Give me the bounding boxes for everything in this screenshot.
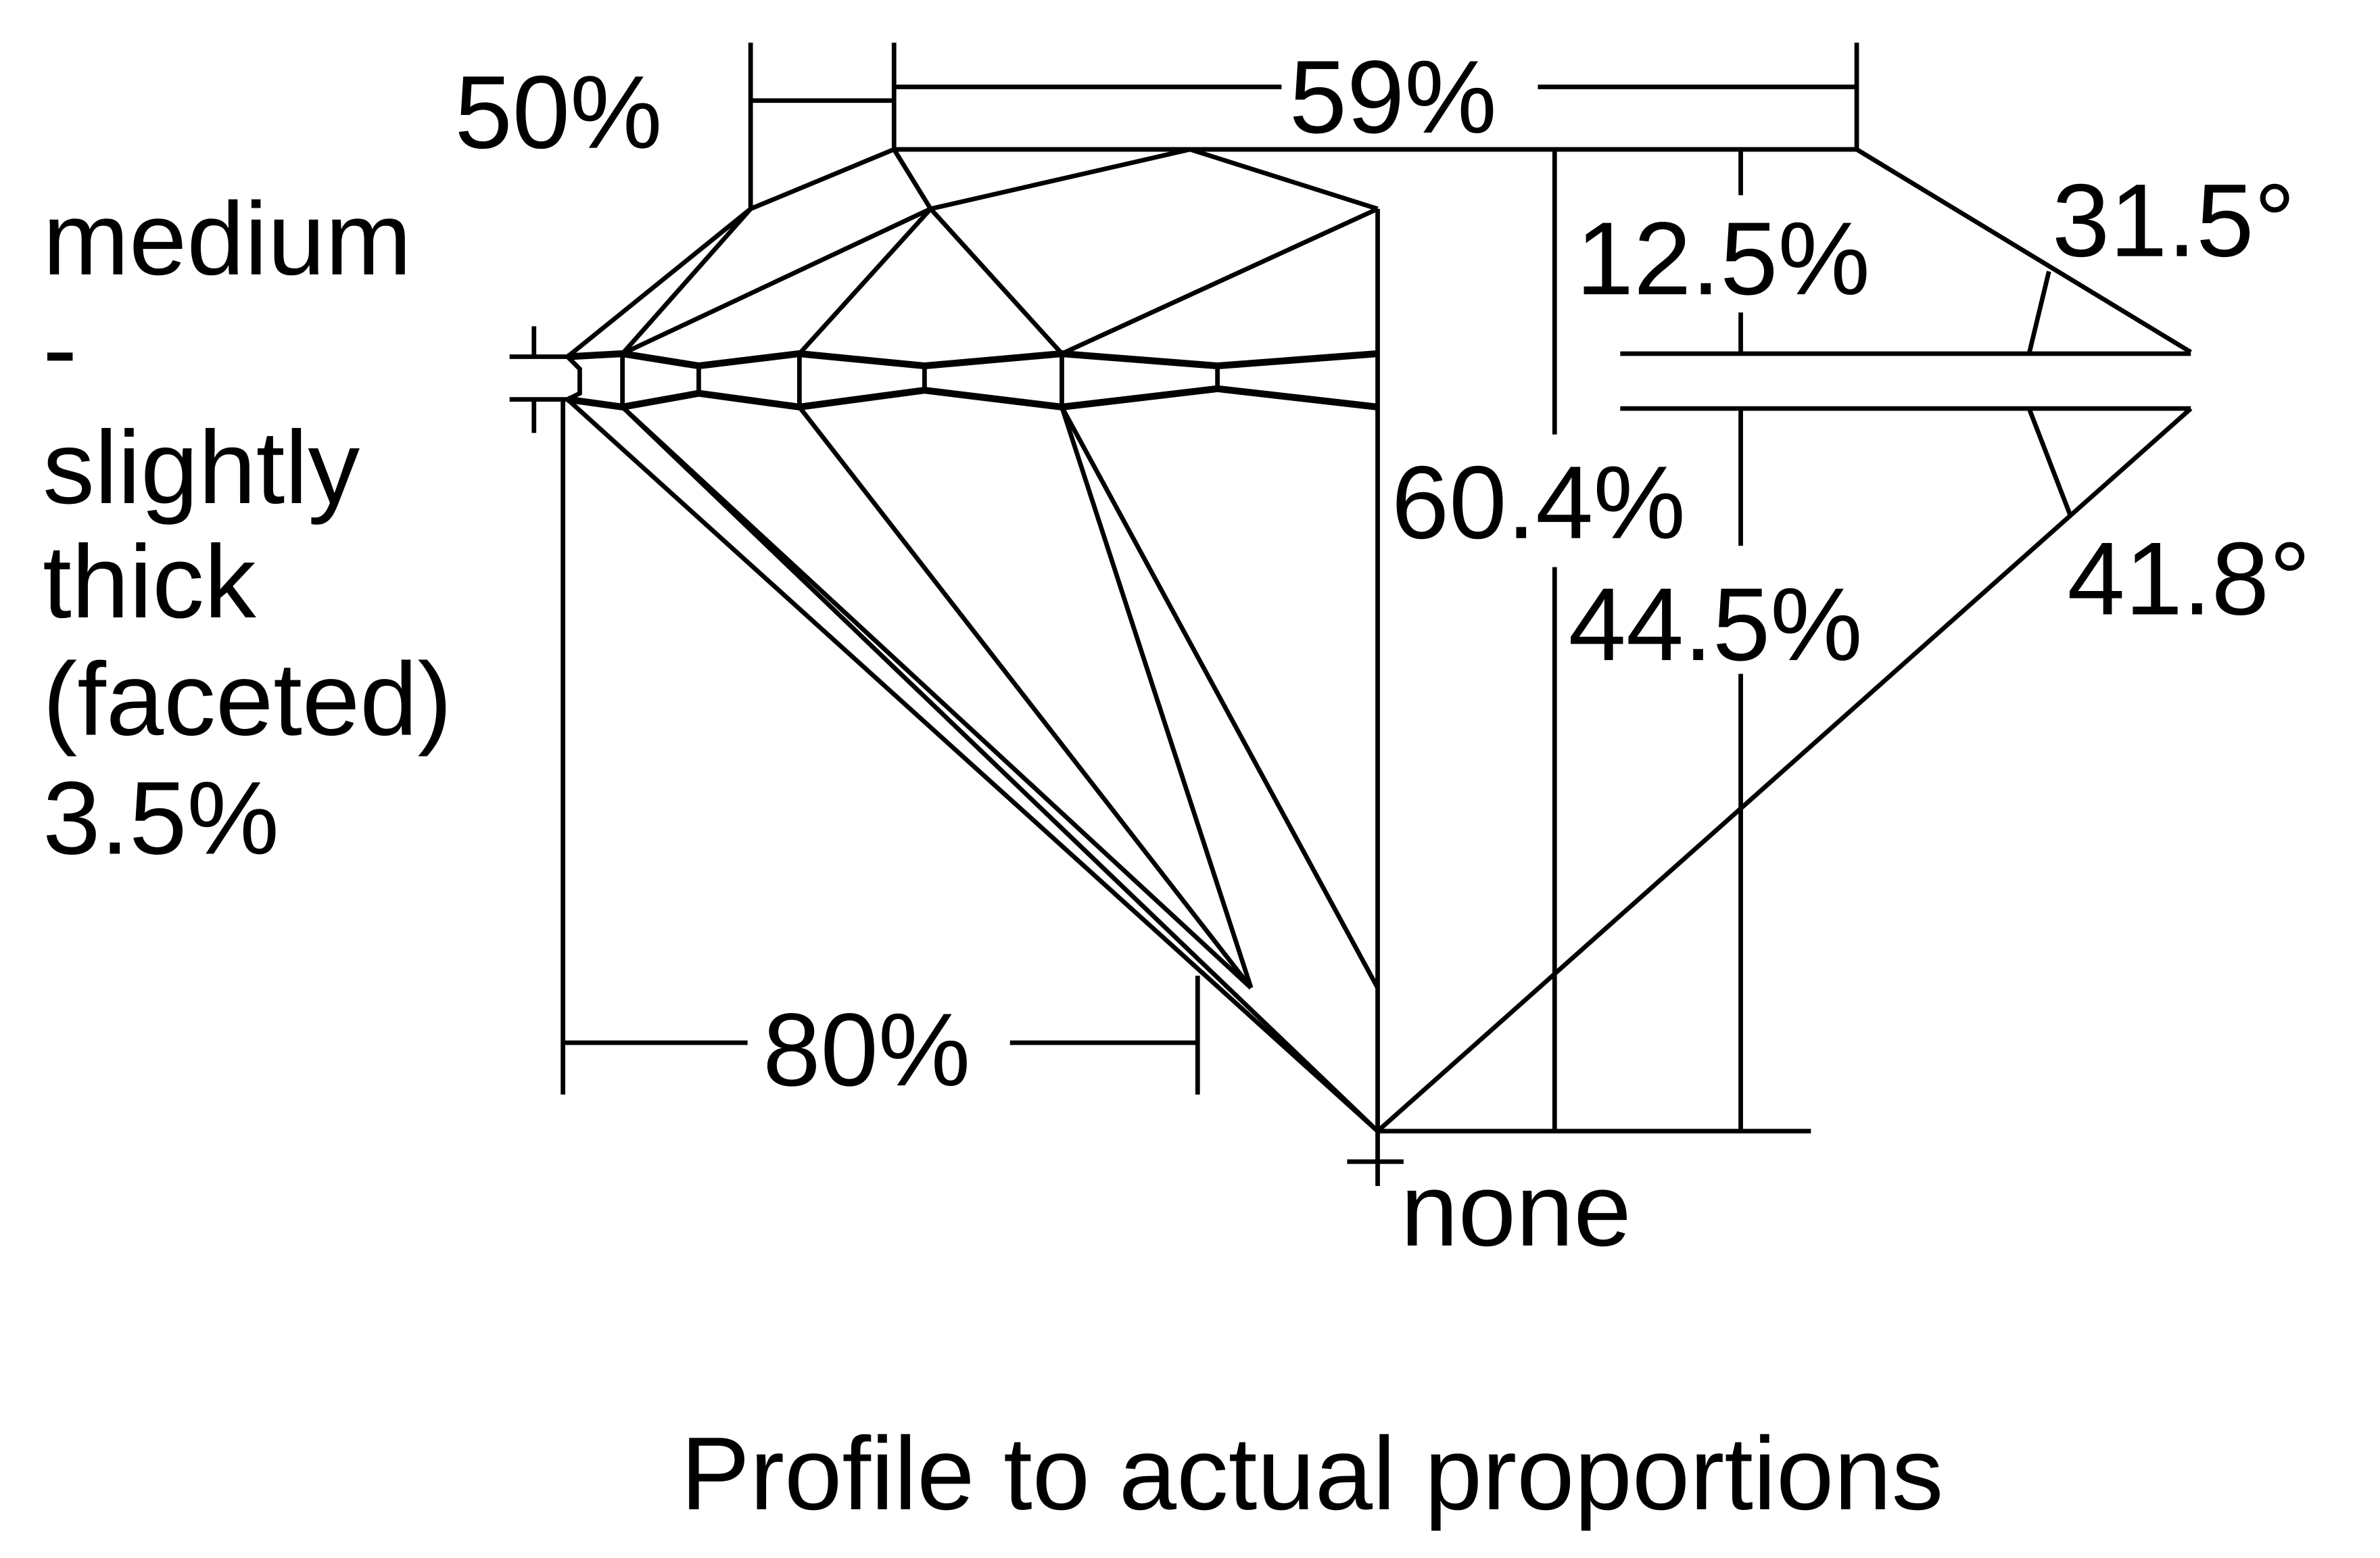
crown-facet [621,206,932,356]
pavilion-depth-label: 44.5% [1569,567,1863,682]
pavilion [566,398,2193,1133]
pavilion-angle-label: 41.8° [2067,521,2310,637]
crown-height-label: 12.5% [1576,201,1870,316]
girdle-label: - [43,291,77,406]
pavilion-facet [566,398,1379,1133]
girdle-label: medium [43,181,412,297]
crown-angle-label: 31.5° [2052,163,2295,279]
crown-angle-marker [2026,270,2051,354]
girdle-bottom [567,385,1379,411]
star-length-label: 50% [454,55,662,170]
pavilion-facet [621,405,1253,990]
crown [566,147,2192,1131]
girdle-label: 3.5% [43,761,279,876]
cross-mark [509,326,568,433]
crown-facet [930,147,1191,212]
table-label: 59% [1289,39,1497,155]
pavilion-outline-right [1376,406,2193,1133]
girdle [565,350,1379,411]
labels: medium - slightly thick (faceted) 3.5% 5… [43,39,2310,1532]
pavilion-facet [621,405,1379,1133]
pavilion-facet [1060,406,1380,989]
culet-cross-mark [1347,1131,1404,1186]
crown-facet [928,207,1064,356]
crown-facet [1189,147,1379,212]
girdle-label: thick [43,524,256,640]
right-side-guides [1620,270,2191,517]
girdle-label: slightly [43,410,360,525]
pavilion-facet [797,405,1253,989]
crown-facet [892,148,933,210]
dimension-lines [509,43,1859,1186]
crown-facet [797,207,932,356]
caption: Profile to actual proportions [681,1416,1944,1532]
lower-half-label: 80% [763,992,970,1108]
pavilion-angle-marker [2026,407,2073,517]
total-depth-label: 60.4% [1391,445,1686,561]
culet-label: none [1400,1152,1631,1268]
crown-facet [1061,206,1379,356]
girdle-label: (faceted) [43,642,452,757]
pavilion-facet [1060,406,1254,989]
girdle-top [567,350,1378,370]
crown-facet [621,207,753,356]
girdle-edge [565,355,582,402]
